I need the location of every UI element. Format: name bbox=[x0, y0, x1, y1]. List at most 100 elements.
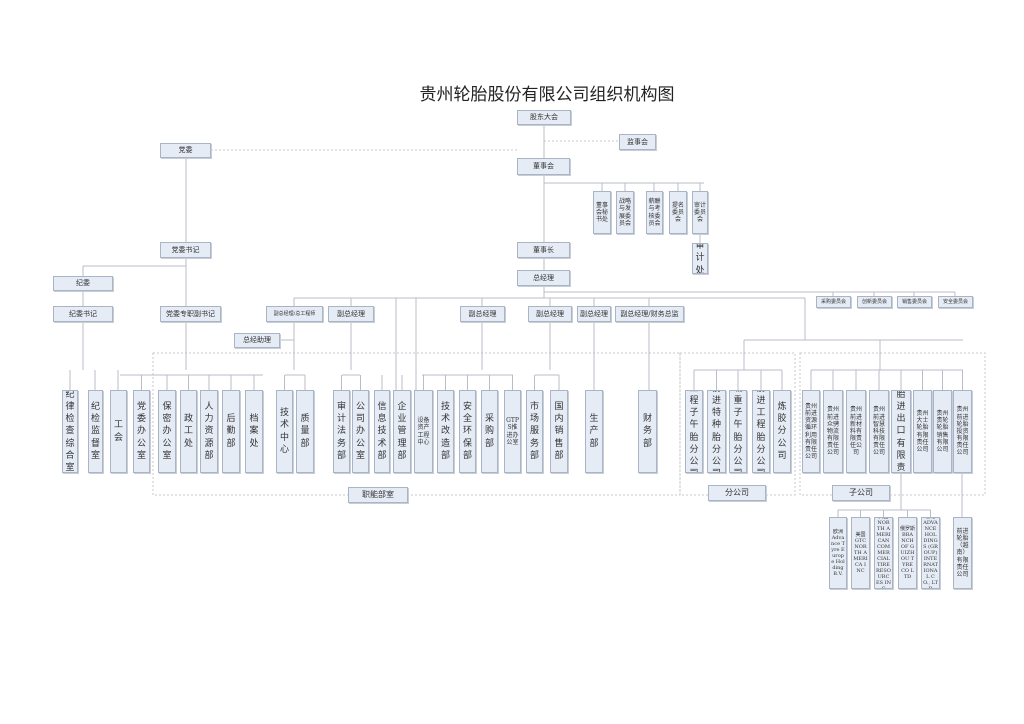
general-manager[interactable]: 总经理 bbox=[517, 270, 570, 286]
department-box[interactable]: 人力资源部 bbox=[200, 390, 218, 473]
group-label-functional[interactable]: 职能部室 bbox=[348, 487, 408, 503]
department-box[interactable]: 工会 bbox=[110, 390, 127, 473]
audit-office[interactable]: 审计处 bbox=[692, 243, 708, 274]
shareholders-meeting-label: 股东大会 bbox=[530, 113, 558, 122]
sales-committee[interactable]: 销售委员会 bbox=[897, 296, 932, 308]
gm-assistant[interactable]: 总经助理 bbox=[234, 333, 280, 348]
shareholders-meeting[interactable]: 股东大会 bbox=[517, 110, 571, 125]
strategy-committee[interactable]: 战略与发展委员会 bbox=[616, 191, 634, 234]
department-box[interactable]: GTPS推进办公室 bbox=[504, 390, 521, 473]
nomination-committee[interactable]: 提名委员会 bbox=[669, 191, 687, 234]
deputy-party-secretary-label: 党委专职副书记 bbox=[166, 309, 215, 318]
department-box-label: 后勤部 bbox=[226, 414, 236, 449]
overseas-box[interactable]: 前进轮胎（越南）有限责任公司 bbox=[953, 517, 972, 589]
department-box-label: 生产部 bbox=[589, 414, 599, 449]
department-box[interactable]: 后勤部 bbox=[222, 390, 240, 473]
branch-box-label: 前进特种胎分公司 bbox=[711, 391, 721, 472]
department-box[interactable]: 纪检监督室 bbox=[88, 390, 103, 473]
overseas-box[interactable]: 香港 ADVANCE HOLDINGS (GROUP) INTERNATIONA… bbox=[921, 517, 940, 589]
subsidiary-box[interactable]: 贵州前进资源循环利用有限责任公司 bbox=[802, 390, 820, 473]
department-box[interactable]: 采购部 bbox=[481, 390, 498, 473]
overseas-box-label: 香港 ADVANCE HOLDINGS (GROUP) INTERNATIONA… bbox=[923, 517, 938, 589]
deputy-gm[interactable]: 副总经理 bbox=[577, 306, 611, 322]
branch-box[interactable]: 工程子午胎分公司 bbox=[685, 390, 703, 473]
department-box[interactable]: 政工处 bbox=[180, 390, 197, 473]
board-of-directors[interactable]: 董事会 bbox=[517, 158, 570, 175]
deputy-gm-label: 副总经理 bbox=[337, 309, 365, 318]
department-box-label: 采购部 bbox=[485, 414, 495, 449]
overseas-box[interactable]: 美国 GTC NORTH AMERICA INC bbox=[851, 517, 870, 589]
department-box[interactable]: 财务部 bbox=[638, 390, 657, 473]
discipline-committee[interactable]: 纪委 bbox=[53, 276, 113, 291]
department-box[interactable]: 保密办公室 bbox=[158, 390, 176, 473]
department-box[interactable]: 质量部 bbox=[296, 390, 314, 473]
procurement-committee[interactable]: 采购委员会 bbox=[816, 296, 851, 308]
department-box-label: GTPS推进办公室 bbox=[506, 417, 519, 446]
department-box[interactable]: 档案处 bbox=[245, 390, 263, 473]
board-secretary-office[interactable]: 董事会秘书处 bbox=[593, 191, 611, 234]
group-label-branches[interactable]: 分公司 bbox=[708, 485, 766, 501]
subsidiary-box[interactable]: 贵州前进轮胎投资有限责任公司 bbox=[953, 390, 972, 473]
department-box[interactable]: 国内销售部 bbox=[550, 390, 568, 473]
branch-box[interactable]: 炼胶分公司 bbox=[773, 390, 791, 473]
deputy-gm-label: 副总经理 bbox=[580, 309, 608, 318]
deputy-gm[interactable]: 副总经理 bbox=[460, 306, 505, 322]
department-box[interactable]: 公司办公室 bbox=[352, 390, 369, 473]
general-manager-label: 总经理 bbox=[533, 273, 554, 282]
subsidiary-box[interactable]: 贵州贵轮轮胎销售有限公司 bbox=[933, 390, 952, 473]
department-box-label: 技术中心 bbox=[280, 408, 290, 455]
subsidiary-box[interactable]: 贵州前进新材料有限责任公司 bbox=[846, 390, 866, 473]
overseas-box[interactable]: 俄罗斯 BRANCH OF GUIZHOU TYRE CO LTD bbox=[898, 517, 917, 589]
party-secretary[interactable]: 党委书记 bbox=[160, 242, 211, 258]
department-box-label: 安全环保部 bbox=[463, 402, 473, 461]
group-label-subsidiaries[interactable]: 子公司 bbox=[832, 485, 890, 501]
group-label-functional-label: 职能部室 bbox=[362, 490, 394, 500]
chairman[interactable]: 董事长 bbox=[517, 242, 570, 258]
safety-committee[interactable]: 安全委员会 bbox=[938, 296, 973, 308]
discipline-secretary-label: 纪委书记 bbox=[69, 309, 97, 318]
deputy-party-secretary[interactable]: 党委专职副书记 bbox=[160, 306, 221, 322]
deputy-gm-chief-engineer[interactable]: 副总经理/总工程师 bbox=[266, 306, 323, 322]
overseas-box-label: 美国 GTC NORTH AMERICA INC bbox=[853, 532, 868, 574]
branch-box[interactable]: 前进工程胎分公司 bbox=[752, 390, 770, 473]
subsidiary-box[interactable]: 贵州轮胎进出口有限责任公司 bbox=[891, 390, 911, 473]
department-box-label: 政工处 bbox=[184, 414, 194, 449]
department-box-label: 保密办公室 bbox=[162, 402, 172, 461]
department-box[interactable]: 技术中心 bbox=[276, 390, 293, 473]
compensation-committee-label: 薪酬与考核委员会 bbox=[648, 198, 661, 227]
subsidiary-box[interactable]: 贵州前进智慧科技有限责任公司 bbox=[869, 390, 889, 473]
discipline-secretary[interactable]: 纪委书记 bbox=[53, 306, 113, 322]
deputy-gm[interactable]: 副总经理 bbox=[328, 306, 374, 322]
department-box[interactable]: 党委办公室 bbox=[133, 390, 150, 473]
strategy-committee-label: 战略与发展委员会 bbox=[618, 198, 631, 227]
overseas-box[interactable]: 美国 NORTH AMERICAN COMMERCIAL TIRE RESOUR… bbox=[874, 517, 893, 589]
department-box[interactable]: 技术改造部 bbox=[437, 390, 454, 473]
department-box-label: 档案处 bbox=[249, 414, 259, 449]
department-box[interactable]: 审计法务部 bbox=[333, 390, 350, 473]
subsidiary-box[interactable]: 贵州大士轮胎有限责任公司 bbox=[913, 390, 932, 473]
compensation-committee[interactable]: 薪酬与考核委员会 bbox=[646, 191, 663, 234]
department-box[interactable]: 信息技术部 bbox=[374, 390, 390, 473]
deputy-gm[interactable]: 副总经理 bbox=[528, 306, 572, 322]
party-committee[interactable]: 党委 bbox=[160, 143, 211, 158]
department-box[interactable]: 设备资产工程中心 bbox=[414, 390, 433, 473]
department-box[interactable]: 纪律检查综合室 bbox=[62, 390, 78, 473]
subsidiary-box-label: 贵州前进众骋物流有限责任公司 bbox=[826, 406, 839, 457]
audit-committee[interactable]: 审计委员会 bbox=[692, 191, 708, 234]
subsidiary-box[interactable]: 贵州前进众骋物流有限责任公司 bbox=[823, 390, 843, 473]
supervisory-board[interactable]: 监事会 bbox=[619, 134, 656, 150]
department-box[interactable]: 生产部 bbox=[585, 390, 603, 473]
innovation-committee[interactable]: 创新委员会 bbox=[857, 296, 892, 308]
branch-box[interactable]: 前进特种胎分公司 bbox=[707, 390, 726, 473]
branch-box[interactable]: 载重子午胎分公司 bbox=[729, 390, 747, 473]
department-box[interactable]: 企业管理部 bbox=[393, 390, 411, 473]
department-box-label: 工会 bbox=[114, 420, 124, 443]
department-box-label: 纪检监督室 bbox=[91, 402, 101, 461]
department-box[interactable]: 市场服务部 bbox=[526, 390, 543, 473]
overseas-box[interactable]: 欧洲 Advance Tyre Europe Holding B.V. bbox=[829, 517, 847, 589]
deputy-gm-cfo[interactable]: 副总经理/财务总监 bbox=[615, 306, 684, 322]
group-boundary bbox=[152, 352, 681, 496]
department-box-label: 党委办公室 bbox=[137, 402, 147, 461]
department-box[interactable]: 安全环保部 bbox=[459, 390, 476, 473]
board-secretary-office-label: 董事会秘书处 bbox=[595, 201, 608, 224]
